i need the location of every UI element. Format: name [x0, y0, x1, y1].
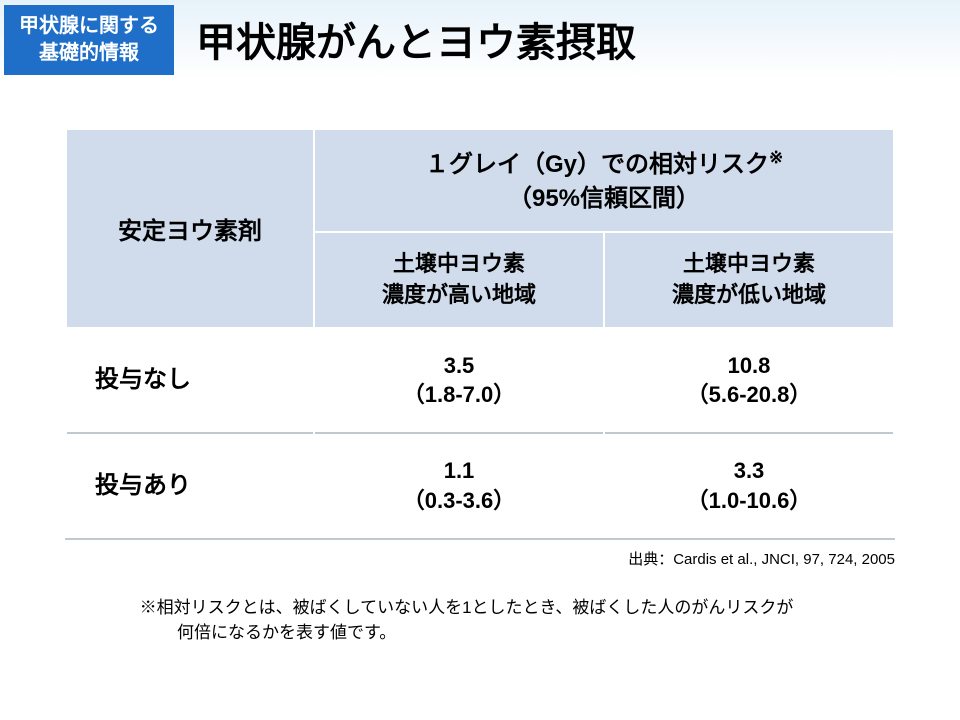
cell-value: 3.3 — [734, 458, 765, 483]
cell-value: 10.8 — [728, 353, 771, 378]
top-header: １グレイ（Gy）での相対リスク※ （95%信頼区間） — [314, 129, 894, 232]
top-header-line2: （95%信頼区間） — [508, 185, 700, 212]
category-badge: 甲状腺に関する 基礎的情報 — [4, 5, 174, 75]
cell-value: 1.1 — [444, 458, 475, 483]
cell-value: 3.5 — [444, 353, 475, 378]
badge-line1: 甲状腺に関する — [19, 13, 159, 40]
cell-ci: （1.8-7.0） — [403, 382, 516, 407]
row-label: 投与なし — [66, 328, 314, 433]
page-title: 甲状腺がんとヨウ素摂取 — [196, 10, 636, 68]
footnote: ※相対リスクとは、被ばくしていない人を1としたとき、被ばくした人のがんリスクが … — [120, 595, 920, 646]
table-row: 投与あり 1.1 （0.3-3.6） 3.3 （1.0-10.6） — [66, 433, 894, 538]
cell: 1.1 （0.3-3.6） — [314, 433, 604, 538]
cell-ci: （1.0-10.6） — [687, 488, 812, 513]
table-body: 投与なし 3.5 （1.8-7.0） 10.8 （5.6-20.8） 投与あり … — [66, 328, 894, 539]
header-banner: 甲状腺に関する 基礎的情報 甲状腺がんとヨウ素摂取 — [0, 0, 960, 78]
cell: 10.8 （5.6-20.8） — [604, 328, 894, 433]
sub-header-0: 土壌中ヨウ素濃度が高い地域 — [314, 232, 604, 328]
row-header: 安定ヨウ素剤 — [66, 129, 314, 328]
cell-ci: （0.3-3.6） — [403, 488, 516, 513]
table-row: 投与なし 3.5 （1.8-7.0） 10.8 （5.6-20.8） — [66, 328, 894, 433]
table-container: 安定ヨウ素剤 １グレイ（Gy）での相対リスク※ （95%信頼区間） 土壌中ヨウ素… — [65, 128, 895, 540]
sub-header-1: 土壌中ヨウ素濃度が低い地域 — [604, 232, 894, 328]
cell: 3.3 （1.0-10.6） — [604, 433, 894, 538]
row-label: 投与あり — [66, 433, 314, 538]
source-citation: 出典：Cardis et al., JNCI, 97, 724, 2005 — [65, 548, 895, 569]
cell: 3.5 （1.8-7.0） — [314, 328, 604, 433]
risk-table: 安定ヨウ素剤 １グレイ（Gy）での相対リスク※ （95%信頼区間） 土壌中ヨウ素… — [65, 128, 895, 540]
top-header-sup: ※ — [769, 148, 783, 167]
top-header-line1: １グレイ（Gy）での相対リスク — [425, 151, 769, 178]
badge-line2: 基礎的情報 — [39, 40, 139, 67]
cell-ci: （5.6-20.8） — [687, 382, 812, 407]
